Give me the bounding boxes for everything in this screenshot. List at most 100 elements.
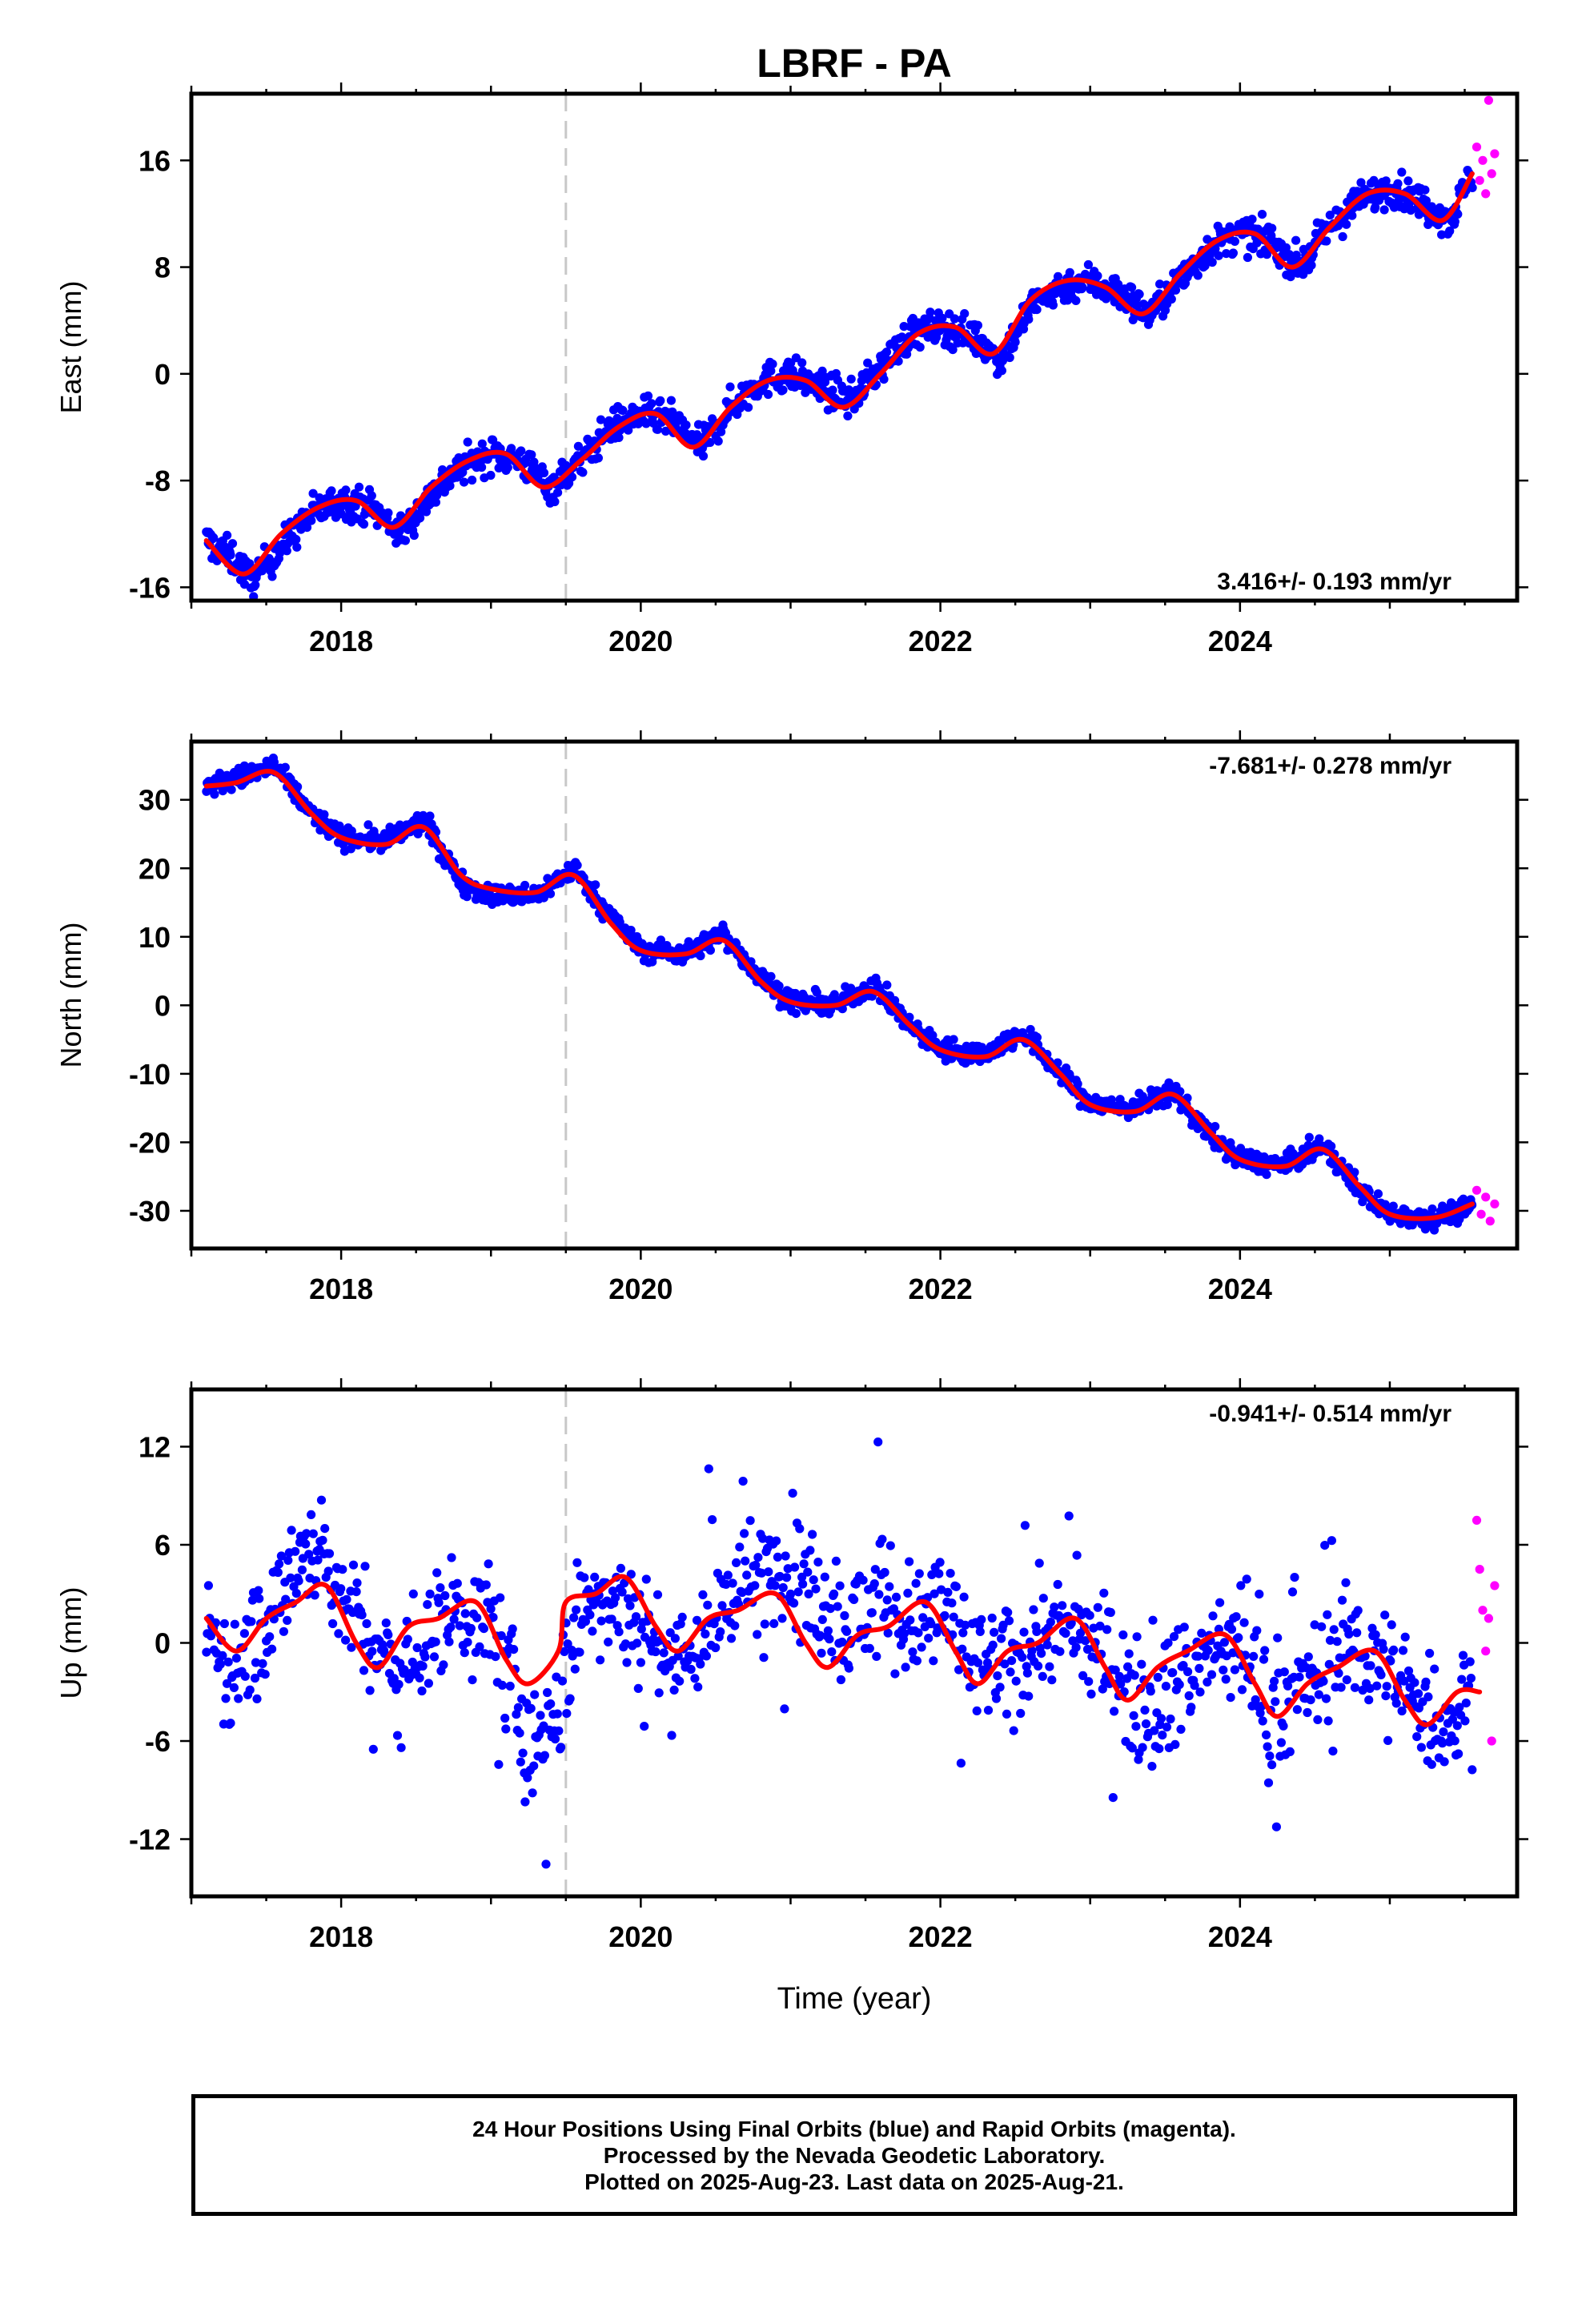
data-point: [1234, 1633, 1243, 1642]
data-point: [717, 1601, 727, 1610]
data-point: [1099, 1588, 1109, 1598]
data-point: [817, 1648, 826, 1658]
x-tick-label: 2018: [309, 1273, 373, 1305]
data-point: [836, 1675, 845, 1685]
data-point: [1353, 1606, 1363, 1615]
panel-3: 2018 2020 2022 2024 -12 -6 0 6 12 Up (mm) -0.941+/…: [54, 1378, 1528, 1953]
data-point: [250, 1673, 260, 1683]
data-point: [988, 1640, 998, 1650]
data-point: [912, 1656, 921, 1666]
data-point: [1053, 1058, 1062, 1068]
data-point: [940, 1610, 950, 1621]
data-point: [842, 1626, 852, 1636]
data-point: [647, 399, 656, 408]
data-point: [347, 826, 356, 836]
data-point: [1382, 1682, 1391, 1691]
data-point: [790, 1562, 800, 1572]
data-point: [1364, 1695, 1374, 1705]
data-point: [670, 1634, 681, 1643]
data-point: [223, 1657, 233, 1667]
data-point: [1163, 1638, 1173, 1648]
data-point: [1154, 1744, 1164, 1754]
data-point: [1457, 1675, 1467, 1684]
data-point: [226, 1719, 235, 1728]
data-point: [226, 550, 235, 560]
data-point: [1071, 1642, 1081, 1652]
data-point: [1397, 167, 1407, 177]
data-point: [1255, 1590, 1264, 1599]
data-point: [352, 1578, 362, 1588]
y-tick-label: 16: [139, 144, 171, 177]
data-point: [946, 1569, 955, 1578]
data-point: [425, 811, 435, 821]
data-point: [704, 1464, 713, 1474]
data-point: [1110, 1707, 1119, 1716]
data-point: [960, 309, 970, 319]
data-point: [468, 1675, 477, 1685]
data-point: [763, 389, 773, 400]
data-point: [626, 1570, 636, 1579]
data-point: [1450, 1736, 1460, 1746]
data-point: [552, 1709, 562, 1719]
data-point: [307, 516, 316, 525]
data-point: [503, 463, 512, 472]
data-point: [1303, 1652, 1313, 1662]
data-point: [1258, 1716, 1267, 1726]
data-point: [652, 424, 663, 434]
data-point: [735, 1542, 745, 1552]
data-point: [995, 1683, 1005, 1692]
data-point: [1260, 1646, 1270, 1655]
data-point: [423, 1600, 432, 1610]
data-point: [1387, 1620, 1396, 1630]
data-point: [1366, 1661, 1375, 1671]
y-tick-label: 6: [155, 1529, 171, 1562]
data-point: [705, 946, 716, 955]
data-point: [383, 1630, 393, 1639]
data-point: [837, 1637, 847, 1647]
data-point: [1252, 1626, 1262, 1635]
data-point: [304, 1550, 314, 1559]
data-point: [280, 762, 290, 772]
data-point: [1226, 1693, 1235, 1703]
data-point: [791, 1009, 801, 1019]
data-point: [997, 366, 1006, 376]
data-point: [1211, 1122, 1220, 1132]
data-point: [254, 1586, 263, 1595]
data-point: [215, 1659, 225, 1669]
fit-line: [203, 171, 1475, 577]
data-point: [475, 1642, 484, 1651]
data-point: [620, 1639, 631, 1649]
data-point: [516, 446, 526, 456]
data-point: [773, 1552, 783, 1562]
data-point: [206, 1631, 215, 1641]
data-point: [486, 1604, 496, 1614]
data-point: [753, 1553, 763, 1562]
y-axis-title: East (mm): [54, 281, 87, 414]
panel-1: 2018 2020 2022 2024 -16 -8 0 8 16 East (mm) 3.416+…: [54, 82, 1528, 657]
data-point: [528, 1788, 537, 1798]
data-point: [545, 889, 556, 899]
data-point: [899, 1629, 909, 1638]
data-point: [911, 1578, 921, 1588]
data-point: [1178, 1661, 1188, 1671]
data-point: [1124, 1649, 1134, 1659]
y-tick-label: -12: [129, 1823, 171, 1856]
data-point: [1163, 1095, 1173, 1104]
rate-annotation: 3.416+/- 0.193 mm/yr: [1217, 569, 1452, 595]
data-point: [693, 1683, 703, 1692]
data-point: [858, 1575, 868, 1585]
rapid-point: [1472, 1515, 1482, 1525]
data-point: [557, 1676, 568, 1686]
data-point: [529, 1761, 539, 1771]
data-point: [835, 1581, 845, 1590]
data-point: [550, 1734, 560, 1744]
data-point: [1158, 1731, 1167, 1740]
data-point: [1065, 267, 1074, 277]
data-point: [1231, 1612, 1241, 1622]
data-point: [867, 1608, 877, 1618]
data-point: [738, 1477, 748, 1486]
data-point: [690, 1674, 700, 1683]
data-point: [460, 1609, 470, 1618]
data-point: [974, 1658, 983, 1667]
data-point: [1123, 1662, 1133, 1671]
